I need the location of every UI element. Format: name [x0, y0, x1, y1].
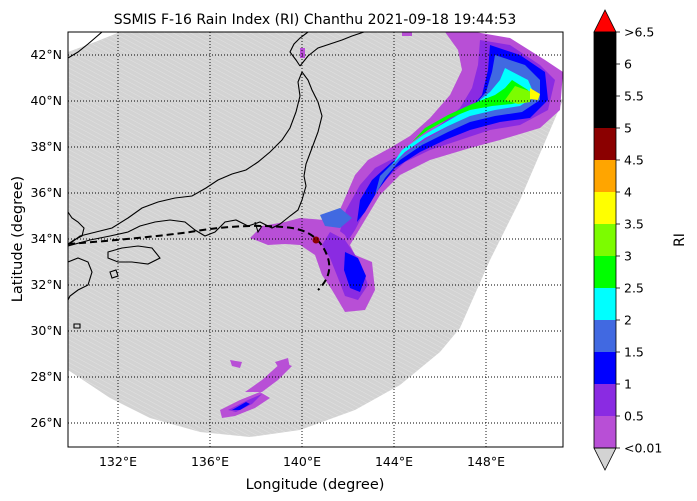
y-tick-label: 30°N	[30, 323, 62, 338]
colorbar-segment	[594, 128, 616, 160]
storm-track	[68, 224, 331, 291]
colorbar-label: RI	[672, 233, 688, 247]
map-frame	[67, 31, 564, 448]
y-tick-label: 28°N	[30, 369, 62, 384]
y-tick-label: 34°N	[30, 231, 62, 246]
storm-center-marker	[312, 236, 320, 244]
y-tick-label: 38°N	[30, 139, 62, 154]
colorbar-tick-label: 3.5	[624, 217, 644, 232]
colorbar-segment	[594, 256, 616, 288]
colorbar-tick-label: 4	[624, 185, 632, 200]
colorbar-segment	[594, 64, 616, 96]
colorbar-tick-label: 4.5	[624, 153, 644, 168]
colorbar-segment	[594, 288, 616, 320]
colorbar-segment	[594, 32, 616, 64]
gridlines	[68, 32, 563, 447]
y-tick-label: 32°N	[30, 277, 62, 292]
colorbar-under-arrow	[593, 447, 617, 471]
x-tick-labels: 132°E 136°E 140°E 144°E 148°E	[99, 454, 505, 469]
colorbar-tick-label: 2	[624, 313, 632, 328]
rain-patches	[220, 32, 412, 418]
colorbar-segment	[594, 192, 616, 224]
colorbar-segment	[594, 416, 616, 448]
colorbar-segment	[594, 320, 616, 352]
coastlines	[68, 32, 365, 329]
colorbar-tick-label: 3	[624, 249, 632, 264]
y-tick-label: 42°N	[30, 47, 62, 62]
x-tick-label: 136°E	[191, 454, 229, 469]
colorbar-segment	[594, 224, 616, 256]
colorbar-segment	[594, 160, 616, 192]
colorbar-segment	[594, 352, 616, 384]
x-tick-label: 148°E	[467, 454, 505, 469]
y-tick-label: 36°N	[30, 185, 62, 200]
colorbar-segment	[594, 96, 616, 128]
colorbar-segment	[594, 384, 616, 416]
x-tick-label: 144°E	[375, 454, 413, 469]
colorbar-tick-label: <0.01	[624, 441, 662, 456]
y-tick-label: 26°N	[30, 415, 62, 430]
x-tick-label: 140°E	[283, 454, 321, 469]
colorbar	[593, 9, 620, 471]
colorbar-tick-label: 1	[624, 377, 632, 392]
colorbar-over-arrow	[593, 9, 617, 33]
colorbar-tick-label: 0.5	[624, 409, 644, 424]
map-area	[68, 32, 563, 447]
colorbar-tick-label: 2.5	[624, 281, 644, 296]
chart-title: SSMIS F-16 Rain Index (RI) Chanthu 2021-…	[114, 12, 517, 28]
colorbar-tick-label: 5.5	[624, 89, 644, 104]
y-axis-label: Latitude (degree)	[10, 176, 26, 302]
colorbar-tick-label: 6	[624, 57, 632, 72]
colorbar-tick-label: >6.5	[624, 25, 654, 40]
rain-band	[322, 32, 563, 262]
colorbar-tick-label: 5	[624, 121, 632, 136]
y-tick-label: 40°N	[30, 93, 62, 108]
x-axis-label: Longitude (degree)	[246, 477, 385, 493]
colorbar-tick-labels: >6.5 6 5.5 5 4.5 4 3.5 3 2.5 2 1.5 1 0.5 <0.01	[624, 25, 662, 456]
y-tick-labels: 26°N 28°N 30°N 32°N 34°N 36°N 38°N 40°N …	[30, 47, 62, 430]
colorbar-tick-label: 1.5	[624, 345, 644, 360]
x-tick-label: 132°E	[99, 454, 137, 469]
